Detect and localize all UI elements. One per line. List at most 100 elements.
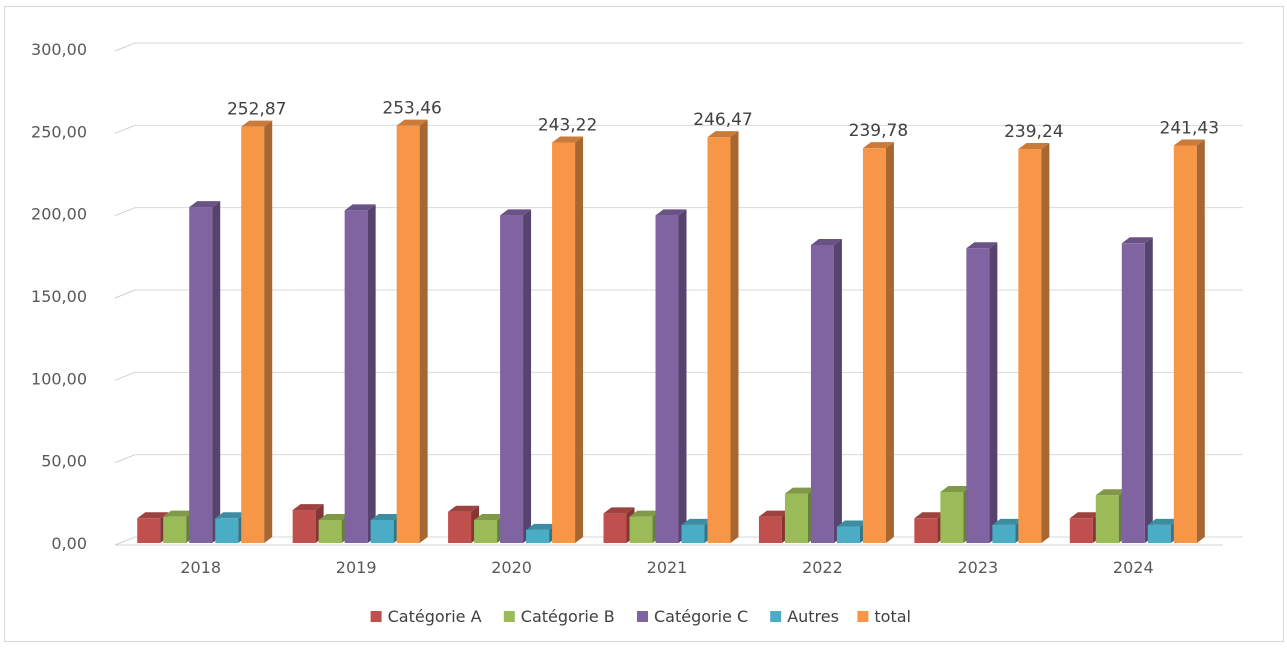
bar-top (526, 523, 558, 530)
y-tick-label: 300,00 (31, 40, 87, 59)
bar-front (448, 511, 472, 543)
bar-top (836, 520, 868, 527)
bar-side (1144, 237, 1153, 543)
gridline-depth (114, 124, 136, 134)
bar-front (914, 518, 938, 543)
bar-top (758, 510, 790, 517)
legend-label: total (874, 607, 911, 626)
gridline-depth (114, 42, 136, 52)
bar-side (367, 204, 376, 543)
bar (552, 136, 584, 543)
bar-side (1196, 139, 1205, 544)
gridline-depth (114, 454, 136, 464)
bar-top (1173, 139, 1205, 146)
x-tick-label: 2024 (1113, 558, 1154, 577)
y-tick-label: 50,00 (41, 452, 87, 471)
bar-top (681, 518, 713, 525)
data-label: 239,78 (849, 121, 908, 141)
bar-front (810, 244, 834, 543)
bar-top (292, 504, 324, 511)
x-tick-label: 2023 (957, 558, 998, 577)
bar-front (681, 524, 705, 543)
bar-front (1069, 518, 1093, 543)
bar-top (862, 142, 894, 149)
bar-top (1095, 489, 1127, 496)
legend-item: Autres (770, 607, 839, 626)
bar-top (215, 512, 247, 519)
x-tick-label: 2018 (180, 558, 221, 577)
data-labels: 252,87 253,46 243,22 246,47 239,78 239,24 241,… (227, 99, 1219, 142)
y-tick-label: 150,00 (31, 287, 87, 306)
bar-front (163, 516, 187, 543)
legend-swatch (857, 611, 869, 622)
data-label: 243,22 (538, 115, 597, 135)
bar-top (1121, 237, 1153, 244)
bar-top (552, 136, 584, 143)
bar-front (940, 491, 964, 543)
bar-top (396, 119, 428, 126)
bar-top (1147, 518, 1179, 525)
gridline-depth (114, 289, 136, 299)
bar-front (1018, 149, 1042, 544)
bar-top (784, 487, 816, 494)
bar-front (189, 207, 213, 543)
bar (526, 523, 558, 543)
x-tick-label: 2019 (336, 558, 377, 577)
bar (189, 201, 221, 543)
bar-side (833, 238, 842, 543)
bar-front (241, 126, 265, 544)
bar-top (655, 209, 687, 216)
bar-front (862, 148, 886, 543)
bar (1173, 139, 1205, 544)
bar-top (966, 242, 998, 249)
bar-front (1121, 243, 1145, 543)
bar-top (992, 518, 1024, 525)
bar-top (370, 513, 402, 520)
bar-front (655, 215, 679, 543)
bar-top (318, 513, 350, 520)
legend-swatch (503, 611, 515, 622)
bar-side (989, 242, 998, 543)
bar-side (523, 209, 532, 543)
data-label: 252,87 (227, 100, 286, 120)
bar-top (810, 238, 842, 245)
y-tick-label: 250,00 (31, 122, 87, 141)
bar-top (474, 513, 506, 520)
bar (1018, 143, 1050, 544)
bar-side (264, 120, 273, 544)
bar (396, 119, 428, 543)
gridline-depth (114, 371, 136, 381)
bar-top (189, 201, 221, 208)
legend-label: Catégorie A (388, 607, 482, 626)
bar (500, 209, 532, 543)
bar-front (758, 516, 782, 543)
data-label: 246,47 (693, 110, 752, 130)
data-label: 239,24 (1004, 122, 1063, 142)
bar-front (1173, 145, 1197, 544)
data-label: 241,43 (1160, 118, 1219, 138)
legend: Catégorie A Catégorie B Catégorie C Autres t… (370, 607, 911, 626)
bar-top (940, 485, 972, 492)
bar (344, 204, 376, 543)
legend-swatch (770, 611, 782, 622)
legend-item: total (857, 607, 911, 626)
legend-item: Catégorie A (370, 607, 482, 626)
x-tick-label: 2022 (802, 558, 843, 577)
x-tick-label: 2020 (491, 558, 532, 577)
bar (1121, 237, 1153, 543)
bar-side (419, 119, 428, 543)
bar-top (500, 209, 532, 216)
bar-top (707, 131, 739, 138)
bar-top (163, 510, 195, 517)
bar-top (914, 512, 946, 519)
bar-front (215, 518, 239, 543)
bar-front (500, 215, 524, 543)
bar (655, 209, 687, 543)
bar (707, 131, 739, 544)
bar-front (318, 519, 342, 543)
bar-front (966, 248, 990, 543)
bar-front (137, 518, 161, 543)
bar-top (629, 510, 661, 517)
y-tick-label: 0,00 (51, 534, 87, 553)
bar-side (885, 142, 894, 543)
